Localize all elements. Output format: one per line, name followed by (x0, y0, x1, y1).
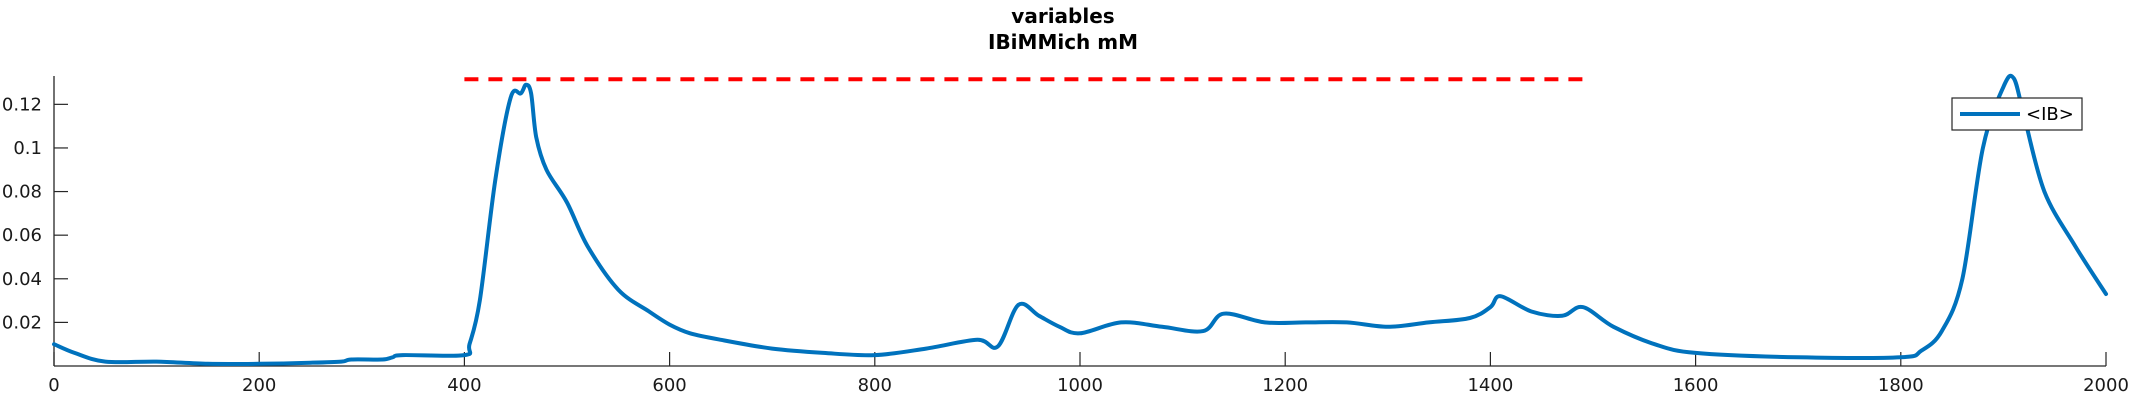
chart-title-line-1: variables (1011, 4, 1114, 28)
y-tick-label: 0.1 (13, 138, 42, 159)
x-tick-label: 800 (858, 375, 892, 396)
x-tick-label: 1400 (1467, 375, 1513, 396)
y-tick-label: 0.12 (2, 94, 42, 115)
y-tick-label: 0.02 (2, 312, 42, 333)
x-tick-label: 1200 (1262, 375, 1308, 396)
y-tick-label: 0.06 (2, 225, 42, 246)
x-tick-label: 400 (447, 375, 481, 396)
y-tick-label: 0.04 (2, 269, 42, 290)
x-tick-label: 1800 (1878, 375, 1924, 396)
x-tick-label: 200 (242, 375, 276, 396)
y-tick-label: 0.08 (2, 182, 42, 203)
plot-area: 0 200 400 600 800 1000 1200 1400 1600 1800 2000 0.0… (2, 73, 2129, 396)
x-tick-label: 1600 (1673, 375, 1719, 396)
x-tick-label: 600 (652, 375, 686, 396)
x-tick-label: 0 (48, 375, 59, 396)
x-tick-label: 2000 (2083, 375, 2129, 396)
chart-title-line-2: IBiMMich mM (988, 30, 1138, 54)
series-line-0 (52, 73, 2108, 367)
x-tick-label: 1000 (1057, 375, 1103, 396)
legend-label: <IB> (2026, 104, 2074, 125)
